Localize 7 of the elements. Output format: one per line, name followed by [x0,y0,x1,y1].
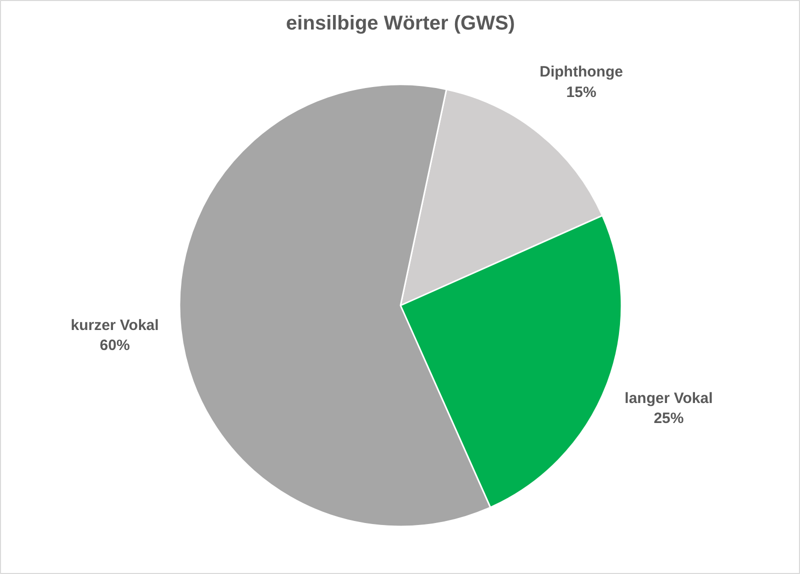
slice-label: Diphthonge [540,64,623,81]
data-label: 60% [100,337,130,354]
slice-label: langer Vokal [624,390,713,407]
data-label: 15% [566,84,596,101]
slice-label: kurzer Vokal [70,316,159,334]
chart-title: einsilbige Wörter (GWS) [286,12,515,34]
data-label: 25% [654,410,684,428]
